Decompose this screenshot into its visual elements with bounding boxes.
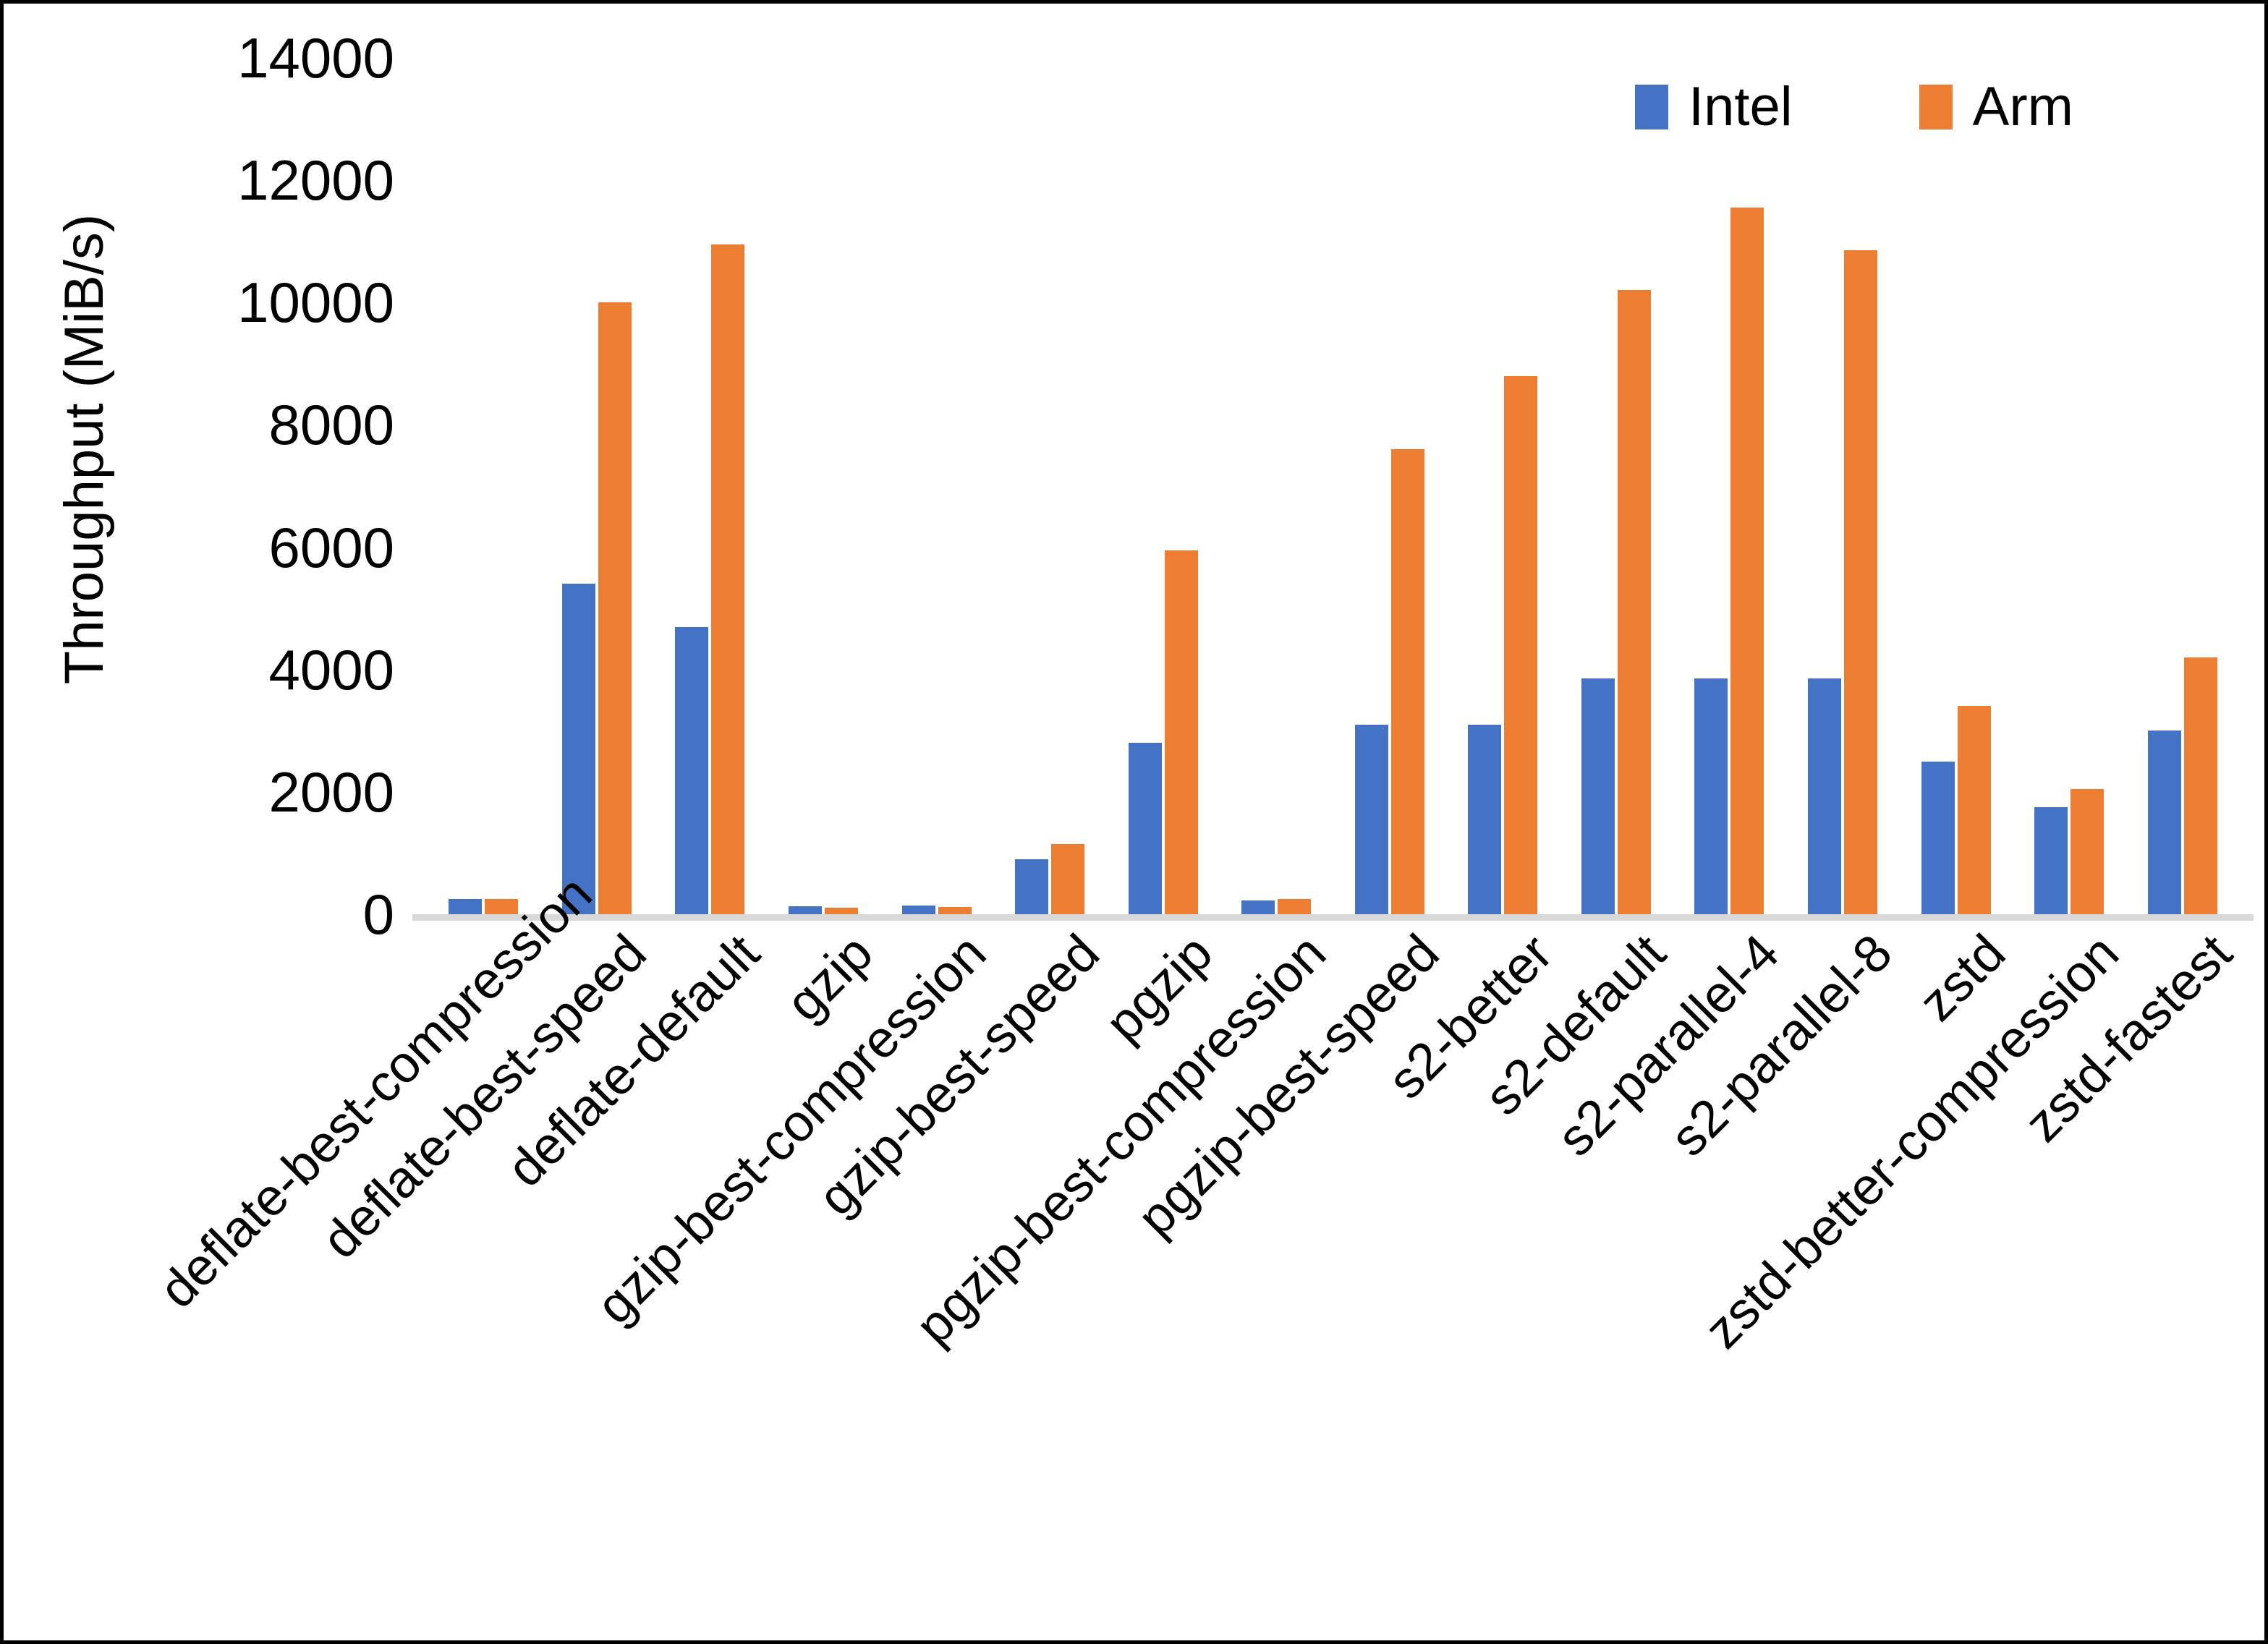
bar-arm[interactable]	[1051, 843, 1085, 914]
y-tick-label: 12000	[237, 148, 394, 213]
legend-label-intel: Intel	[1689, 76, 1793, 137]
bar-group	[880, 58, 993, 914]
bar-intel[interactable]	[2147, 731, 2181, 914]
bar-group	[540, 58, 654, 914]
bar-arm[interactable]	[2183, 657, 2217, 914]
bar-group	[767, 58, 880, 914]
y-tick-label: 6000	[268, 515, 394, 579]
legend-item-intel[interactable]: Intel	[1635, 80, 1793, 135]
y-tick-label: 14000	[237, 26, 394, 90]
bar-arm[interactable]	[1730, 208, 1764, 914]
legend-label-arm: Arm	[1972, 76, 2073, 137]
bar-arm[interactable]	[1844, 250, 1878, 914]
bar-group	[1673, 58, 1786, 914]
y-tick-label: 2000	[268, 759, 394, 824]
bar-group	[653, 58, 767, 914]
bar-group	[1560, 58, 1673, 914]
bar-group	[2125, 58, 2239, 914]
chart-legend: Intel Arm	[1635, 80, 2073, 135]
bar-intel[interactable]	[1015, 859, 1049, 914]
bar-group	[1220, 58, 1333, 914]
y-tick-label: 8000	[268, 393, 394, 457]
bar-group	[1333, 58, 1447, 914]
bar-intel[interactable]	[1468, 724, 1502, 914]
bar-arm[interactable]	[1164, 550, 1198, 914]
legend-swatch-arm	[1919, 85, 1953, 129]
y-axis-tick-labels: 14000 12000 10000 8000 6000 4000 2000 0	[90, 4, 394, 942]
bar-intel[interactable]	[1694, 678, 1728, 914]
bar-arm[interactable]	[2070, 788, 2105, 914]
bar-intel[interactable]	[1354, 724, 1388, 914]
bar-intel[interactable]	[901, 906, 935, 914]
bar-arm[interactable]	[1617, 290, 1651, 914]
bar-group	[1899, 58, 2013, 914]
x-axis-tick-labels: deflate-best-compression deflate-best-spe…	[4, 865, 2264, 1475]
bar-group	[1786, 58, 1900, 914]
bar-intel[interactable]	[788, 906, 822, 914]
bar-arm[interactable]	[1278, 898, 1312, 914]
bar-arm[interactable]	[938, 906, 972, 914]
y-tick-label: 10000	[237, 271, 394, 335]
plot-area	[427, 58, 2239, 914]
bar-arm[interactable]	[711, 244, 745, 914]
bar-group	[993, 58, 1107, 914]
bar-arm[interactable]	[485, 898, 519, 914]
bar-intel[interactable]	[2034, 807, 2068, 914]
bar-intel[interactable]	[449, 898, 483, 914]
bar-group	[2013, 58, 2126, 914]
bar-group	[1446, 58, 1560, 914]
bar-arm[interactable]	[1957, 706, 1991, 914]
bar-arm[interactable]	[598, 302, 632, 914]
legend-item-arm[interactable]: Arm	[1919, 80, 2073, 135]
bar-intel[interactable]	[1241, 900, 1275, 914]
bar-group	[1106, 58, 1220, 914]
bar-intel[interactable]	[1921, 761, 1955, 914]
bar-intel[interactable]	[561, 584, 595, 914]
bar-group	[427, 58, 540, 914]
bar-intel[interactable]	[675, 626, 709, 914]
bar-intel[interactable]	[1808, 678, 1842, 914]
legend-swatch-intel	[1635, 85, 1668, 129]
bar-arm[interactable]	[1390, 449, 1424, 914]
bar-intel[interactable]	[1128, 743, 1162, 914]
y-tick-label: 0	[362, 882, 394, 946]
bar-arm[interactable]	[824, 907, 858, 914]
y-tick-label: 4000	[268, 637, 394, 702]
bar-arm[interactable]	[1504, 375, 1538, 914]
bar-intel[interactable]	[1581, 678, 1615, 914]
x-axis-baseline	[412, 914, 2254, 921]
